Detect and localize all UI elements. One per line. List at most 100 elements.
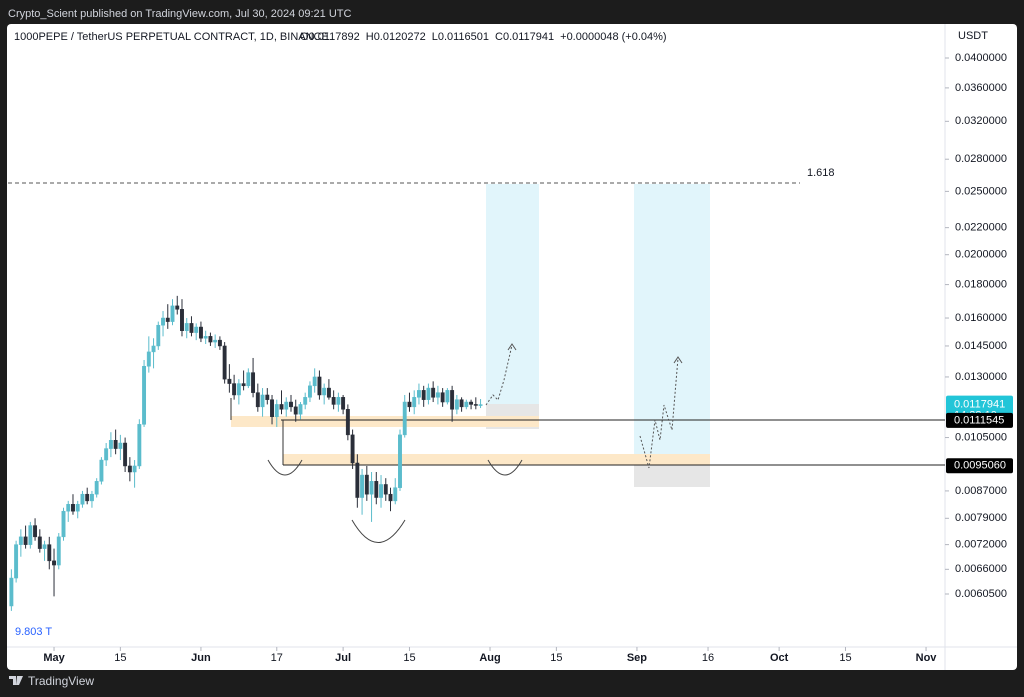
x-tick-label: 15 <box>550 652 562 664</box>
candle-body <box>317 376 322 396</box>
candle-body <box>478 404 483 406</box>
price-label-box <box>946 412 1013 428</box>
candle-body <box>341 397 346 410</box>
x-tick-label: 17 <box>271 652 283 664</box>
candle-body <box>383 484 388 495</box>
support-zone <box>283 454 710 465</box>
y-tick-label: 0.0060500 <box>955 588 1007 600</box>
candle-body <box>331 397 336 405</box>
candle-body <box>227 378 232 384</box>
candle-body <box>165 317 170 322</box>
candle-body <box>274 404 279 417</box>
candle-body <box>127 465 132 473</box>
candle-body <box>89 493 94 502</box>
candle-body <box>379 484 383 498</box>
candle-body <box>113 440 118 449</box>
candle-body <box>345 409 350 436</box>
candle-body <box>255 392 260 408</box>
x-tick-label: Nov <box>916 652 938 664</box>
price-label: 0.0095060 <box>954 460 1006 472</box>
candle-body <box>18 536 23 545</box>
projection <box>639 357 679 469</box>
candle-body <box>28 525 33 545</box>
target-zone <box>634 184 710 456</box>
candle-body <box>151 345 156 353</box>
volume-label: 9.803 T <box>15 626 52 638</box>
candle-body <box>270 399 274 417</box>
candle-body <box>426 387 431 400</box>
candle-body <box>104 448 109 461</box>
candle-body <box>208 336 213 343</box>
candle-body <box>85 493 90 502</box>
candle-body <box>402 401 407 436</box>
x-tick-label: 15 <box>403 652 415 664</box>
drawings <box>8 182 945 543</box>
x-tick-label: Jul <box>335 652 351 664</box>
candle-body <box>473 404 478 406</box>
y-tick-label: 0.0280000 <box>955 153 1007 165</box>
ohlc-value: C0.0117941 <box>495 31 554 43</box>
ohlc: O0.0117892 H0.0120272 L0.0116501 C0.0117941… <box>300 31 667 43</box>
candle-body <box>9 577 14 607</box>
arrow-head <box>507 343 517 351</box>
candle-body <box>184 323 189 331</box>
ohlc-value: +0.0000048 (+0.04%) <box>560 31 666 43</box>
candle-body <box>298 404 303 415</box>
candle-body <box>407 401 412 408</box>
candle-body <box>360 474 365 498</box>
candle-body <box>388 493 393 502</box>
arc <box>267 459 303 476</box>
candle-body <box>322 387 327 396</box>
candle-body <box>450 390 455 410</box>
candle-body <box>307 385 312 398</box>
candle-body <box>56 536 61 566</box>
candle-body <box>459 399 464 408</box>
candles <box>9 295 483 611</box>
candle-body <box>435 392 440 398</box>
candle-body <box>213 339 218 343</box>
candle-body <box>222 345 227 380</box>
price-label: 0.0111545 <box>954 414 1004 426</box>
arc <box>487 459 523 476</box>
candle-body <box>42 544 47 549</box>
candle-body <box>203 336 208 339</box>
candle-body <box>37 536 42 549</box>
candle-body <box>80 493 85 505</box>
candle-body <box>175 305 180 310</box>
ohlc-value: O0.0117892 <box>300 31 360 43</box>
x-tick-label: 15 <box>839 652 851 664</box>
candle-body <box>398 434 402 488</box>
projection <box>485 344 513 406</box>
ohlc-value: H0.0120272 <box>366 31 426 43</box>
candle-body <box>260 394 265 408</box>
candle-body <box>66 504 71 512</box>
candle-body <box>469 401 474 405</box>
candle-body <box>180 309 184 331</box>
candle-body <box>132 465 137 473</box>
candle-body <box>52 560 56 566</box>
candle-body <box>336 397 341 405</box>
candle-body <box>14 544 19 579</box>
y-tick-label: 0.0180000 <box>955 279 1007 291</box>
y-tick-label: 0.0200000 <box>955 249 1007 261</box>
candle-body <box>454 399 459 410</box>
candle-body <box>289 401 293 408</box>
candle-body <box>94 481 99 495</box>
candle-body <box>241 383 246 387</box>
x-tick-label: May <box>43 652 65 664</box>
candle-body <box>364 474 369 495</box>
candle-body <box>232 383 237 396</box>
chart-title: 1000PEPE / TetherUS PERPETUAL CONTRACT, … <box>14 31 329 43</box>
candle-body <box>431 387 436 398</box>
candle-body <box>293 406 298 415</box>
x-tick-label: 15 <box>114 652 126 664</box>
y-tick-label: 0.0145000 <box>955 340 1007 352</box>
price-label: 0.0117941 <box>954 398 1005 410</box>
candle-body <box>198 326 203 339</box>
y-tick-label: 0.0360000 <box>955 82 1007 94</box>
candle-body <box>71 504 75 512</box>
candle-body <box>146 351 151 367</box>
candle-body <box>123 442 128 467</box>
y-tick-label: 0.0160000 <box>955 312 1007 324</box>
